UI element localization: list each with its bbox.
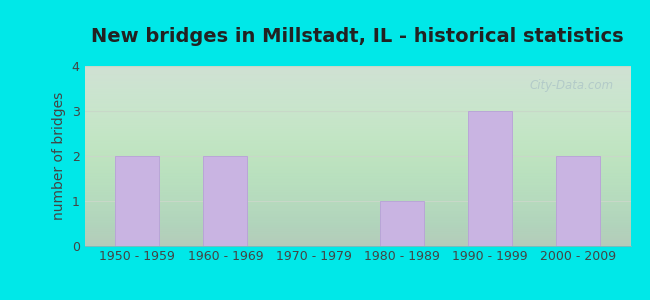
Y-axis label: number of bridges: number of bridges <box>52 92 66 220</box>
Bar <box>556 156 600 246</box>
Text: New bridges in Millstadt, IL - historical statistics: New bridges in Millstadt, IL - historica… <box>91 27 624 46</box>
Bar <box>115 156 159 246</box>
Bar <box>380 201 424 246</box>
Bar <box>203 156 248 246</box>
Bar <box>467 111 512 246</box>
Text: City-Data.com: City-Data.com <box>530 79 614 92</box>
